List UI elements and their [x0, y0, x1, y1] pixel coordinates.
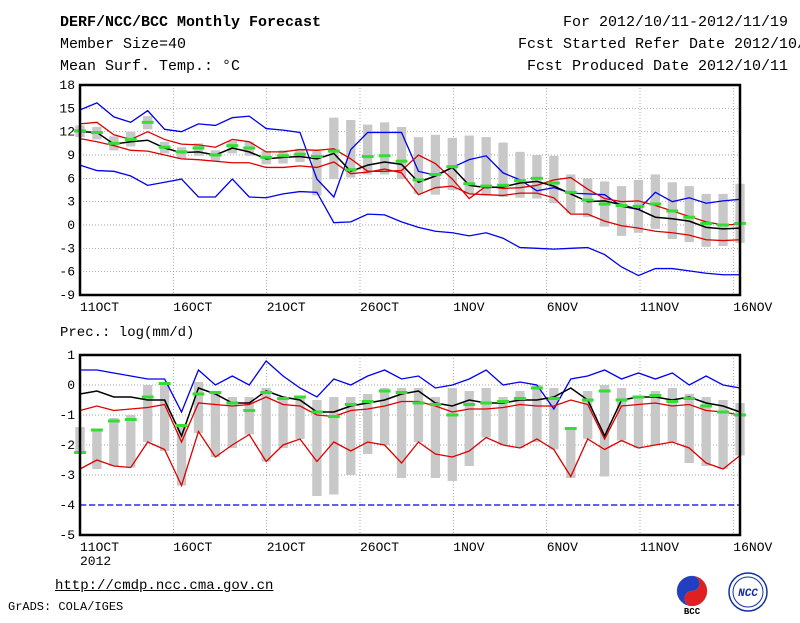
svg-text:-2: -2 [59, 438, 75, 453]
member-range-bar [160, 382, 169, 451]
svg-text:-3: -3 [59, 241, 75, 256]
svg-text:21OCT: 21OCT [267, 540, 306, 555]
surf-temp-label: Mean Surf. Temp.: °C [60, 58, 240, 75]
ncc-logo: NCC [718, 572, 778, 623]
member-range-bar [617, 186, 626, 236]
member-range-bar [143, 385, 152, 442]
member-range-bar [685, 186, 694, 242]
svg-text:16OCT: 16OCT [173, 540, 212, 555]
svg-text:-9: -9 [59, 288, 75, 303]
svg-text:1NOV: 1NOV [453, 300, 484, 315]
svg-text:11OCT: 11OCT [80, 540, 119, 555]
svg-text:-6: -6 [59, 265, 75, 280]
svg-text:9: 9 [67, 148, 75, 163]
bottom-chart-yticklabels: 1 0 -1 -2 -3 -4 -5 [59, 348, 75, 543]
bcc-logo-label: BCC [684, 607, 701, 617]
member-range-bar [515, 152, 524, 198]
member-range-bar [448, 388, 457, 481]
svg-text:11NOV: 11NOV [640, 300, 679, 315]
member-range-bar [431, 135, 440, 195]
svg-text:6NOV: 6NOV [547, 540, 578, 555]
main-title: DERF/NCC/BCC Monthly Forecast [60, 14, 321, 31]
svg-text:12: 12 [59, 125, 75, 140]
member-range-bar [583, 178, 592, 217]
member-range-bar [651, 174, 660, 228]
bottom-chart-xticklabels: 11OCT 16OCT 21OCT 26OCT 1NOV 6NOV 11NOV … [80, 540, 773, 555]
member-range-bar [718, 400, 727, 469]
svg-text:26OCT: 26OCT [360, 540, 399, 555]
svg-text:6: 6 [67, 171, 75, 186]
member-range-bar [228, 141, 237, 153]
member-range-bar [228, 397, 237, 448]
bottom-chart: 1 0 -1 -2 -3 -4 -5 11OCT 16OCT 21OCT 26O… [0, 345, 800, 585]
member-size-label: Member Size=40 [60, 36, 186, 53]
svg-text:3: 3 [67, 195, 75, 210]
member-range-bar [346, 397, 355, 475]
svg-text:11NOV: 11NOV [640, 540, 679, 555]
member-range-bar [431, 397, 440, 478]
member-range-bar [482, 388, 491, 438]
footer-credit: GrADS: COLA/IGES [8, 600, 123, 614]
member-range-bar [92, 430, 101, 469]
svg-text:16NOV: 16NOV [733, 300, 772, 315]
member-range-bar [498, 397, 507, 445]
top-chart: 18 15 12 9 6 3 0 -3 -6 -9 11OCT 16OCT 21… [0, 75, 800, 315]
bcc-logo: BCC [665, 575, 720, 622]
member-range-bar [651, 391, 660, 445]
top-chart-xsublabel: 2012 [80, 314, 111, 315]
forecast-page: DERF/NCC/BCC Monthly Forecast Member Siz… [0, 0, 800, 618]
svg-text:16NOV: 16NOV [733, 540, 772, 555]
member-range-bar [380, 122, 389, 174]
fcst-started-label: Fcst Started Refer Date 2012/10/10 [518, 36, 788, 53]
svg-text:-5: -5 [59, 528, 75, 543]
svg-text:1NOV: 1NOV [453, 540, 484, 555]
svg-text:1: 1 [67, 348, 75, 363]
svg-text:16OCT: 16OCT [173, 300, 212, 315]
footer-url[interactable]: http://cmdp.ncc.cma.gov.cn [55, 578, 273, 594]
svg-text:26OCT: 26OCT [360, 300, 399, 315]
svg-text:11OCT: 11OCT [80, 300, 119, 315]
member-range-bar [109, 418, 118, 466]
svg-text:15: 15 [59, 101, 75, 116]
member-range-bar [295, 399, 304, 440]
member-range-bar [414, 388, 423, 442]
svg-text:18: 18 [59, 78, 75, 93]
svg-text:6NOV: 6NOV [547, 300, 578, 315]
svg-text:-1: -1 [59, 408, 75, 423]
member-range-bar [211, 391, 220, 457]
member-range-bar [668, 388, 677, 442]
member-range-bar [532, 385, 541, 442]
ncc-logo-label: NCC [738, 588, 758, 600]
member-range-bar [380, 388, 389, 445]
svg-text:-4: -4 [59, 498, 75, 513]
for-date-label: For 2012/10/11-2012/11/19 [518, 14, 788, 31]
svg-text:0: 0 [67, 218, 75, 233]
svg-text:21OCT: 21OCT [267, 300, 306, 315]
top-chart-yticklabels: 18 15 12 9 6 3 0 -3 -6 -9 [59, 78, 75, 303]
member-range-bar [126, 415, 135, 468]
svg-text:0: 0 [67, 378, 75, 393]
bottom-chart-xsublabel: 2012 [80, 554, 111, 569]
member-range-bar [532, 155, 541, 199]
member-range-bar [617, 388, 626, 441]
fcst-produced-label: Fcst Produced Date 2012/10/11 [518, 58, 788, 75]
top-chart-xticklabels: 11OCT 16OCT 21OCT 26OCT 1NOV 6NOV 11NOV … [80, 300, 773, 315]
member-range-bar [465, 391, 474, 466]
svg-text:-3: -3 [59, 468, 75, 483]
prec-title: Prec.: log(mm/d) [60, 325, 194, 341]
member-range-bar [414, 137, 423, 194]
